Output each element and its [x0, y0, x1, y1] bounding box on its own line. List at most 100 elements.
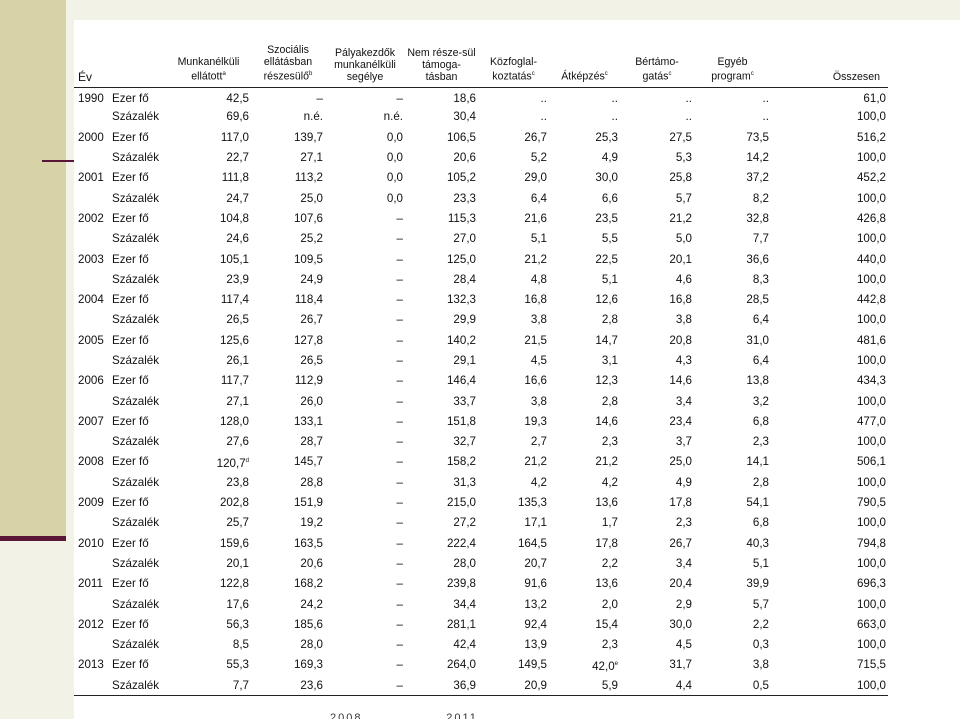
- table-row: Százalék 26,5 26,7 – 29,9 3,8 2,8 3,8 6,4 100,0: [74, 310, 888, 330]
- unit-cell: Ezer fő: [112, 211, 149, 225]
- value-cell-ossz: 715,5: [771, 655, 888, 675]
- value-cell-paly: 0,0: [325, 128, 405, 148]
- value-cell-atk: 21,2: [549, 452, 620, 472]
- value-text: 22,7: [226, 151, 249, 165]
- value-text: 164,5: [517, 536, 547, 550]
- value-text: 5,7: [675, 191, 692, 205]
- value-text: 56,3: [226, 617, 249, 631]
- value-text: ..: [762, 91, 769, 105]
- value-text: –: [396, 354, 403, 367]
- value-cell-atk: ..: [549, 107, 620, 127]
- table-row: 2011 Ezer fő 122,8 168,2 – 239,8 91,6 13,6 20,4 3…: [74, 574, 888, 594]
- value-cell-atk: 5,9: [549, 675, 620, 697]
- value-text: 31,7: [669, 658, 692, 672]
- unit-cell: Ezer fő: [112, 293, 149, 307]
- value-cell-szoc: 109,5: [251, 249, 325, 269]
- value-text: 2,0: [601, 597, 618, 611]
- unit-cell: Százalék: [112, 556, 160, 570]
- value-cell-ossz: 100,0: [771, 270, 888, 290]
- value-cell-ossz: 452,2: [771, 168, 888, 188]
- value-cell-paly: 0,0: [325, 148, 405, 168]
- value-text: 23,6: [300, 678, 323, 692]
- value-cell-ossz: 426,8: [771, 209, 888, 229]
- value-text: 4,2: [601, 475, 618, 489]
- value-cell-koz: 21,2: [478, 249, 549, 269]
- value-text: 17,8: [669, 496, 692, 510]
- value-cell-egy: 2,3: [694, 432, 771, 452]
- value-cell-paly: –: [325, 229, 405, 249]
- unit-cell: Százalék: [112, 191, 160, 205]
- left-accent-bar: [0, 0, 66, 540]
- column-header-label: Összesen: [832, 70, 880, 83]
- value-text: ..: [762, 110, 769, 124]
- value-cell-ossz: 100,0: [771, 310, 888, 330]
- value-text: –: [396, 313, 403, 327]
- value-cell-ossz: 794,8: [771, 534, 888, 554]
- value-text: 20,9: [524, 678, 547, 692]
- value-cell-szoc: 19,2: [251, 513, 325, 533]
- value-text: 14,1: [746, 455, 769, 469]
- value-text: 28,4: [453, 272, 476, 286]
- value-text: –: [396, 617, 403, 631]
- value-text: –: [396, 597, 403, 611]
- value-text: 140,2: [446, 333, 476, 347]
- value-cell-atk: 3,1: [549, 351, 620, 371]
- column-header-szoc: Szociális ellátásban részesülőb: [251, 32, 325, 88]
- value-text: 168,2: [293, 577, 323, 591]
- value-cell-koz: 19,3: [478, 412, 549, 432]
- value-cell-paly: –: [325, 574, 405, 594]
- value-text: 29,9: [453, 313, 476, 327]
- value-cell-paly: –: [325, 351, 405, 371]
- value-text: 4,2: [530, 475, 547, 489]
- column-header-label: Nem része-sül támoga-tásban: [407, 46, 476, 83]
- value-cell-szoc: 113,2: [251, 168, 325, 188]
- column-header-koz: Közfoglal-koztatásc: [478, 32, 549, 88]
- value-cell-koz: 29,0: [478, 168, 549, 188]
- value-text: 159,6: [219, 536, 249, 550]
- value-text: ..: [540, 110, 547, 124]
- value-text: 25,8: [669, 171, 692, 185]
- value-cell-paly: –: [325, 87, 405, 107]
- value-text: 151,9: [293, 496, 323, 510]
- value-text: 2,8: [601, 394, 618, 408]
- value-cell-ber: 5,7: [620, 188, 694, 208]
- value-text: ..: [611, 91, 618, 105]
- value-text: 22,5: [595, 252, 618, 266]
- value-cell-szoc: 145,7: [251, 452, 325, 472]
- value-text: 128,0: [219, 414, 249, 428]
- value-text: 54,1: [746, 496, 769, 510]
- value-cell-munk: 159,6: [166, 534, 251, 554]
- value-text: –: [396, 455, 403, 469]
- value-text: 0,0: [386, 171, 403, 185]
- value-cell-koz: 149,5: [478, 655, 549, 675]
- value-cell-ossz: 434,3: [771, 371, 888, 391]
- value-text: 30,0: [595, 171, 618, 185]
- value-cell-ossz: 516,2: [771, 128, 888, 148]
- value-text: 100,0: [856, 678, 886, 692]
- unit-cell: Ezer fő: [112, 333, 149, 347]
- value-text: 19,2: [300, 516, 323, 530]
- unit-cell: Százalék: [112, 516, 160, 530]
- value-text: 1,7: [601, 516, 618, 530]
- unit-cell: Százalék: [112, 232, 160, 246]
- value-cell-munk: 24,6: [166, 229, 251, 249]
- value-cell-ossz: 790,5: [771, 493, 888, 513]
- value-text: 5,5: [601, 232, 618, 246]
- column-header-label: Szociális ellátásban részesülő: [263, 43, 313, 83]
- value-cell-koz: 135,3: [478, 493, 549, 513]
- value-text: 25,0: [300, 191, 323, 205]
- value-text: 215,0: [446, 496, 476, 510]
- value-text: 17,8: [595, 536, 618, 550]
- value-cell-egy: 0,5: [694, 675, 771, 697]
- value-cell-paly: –: [325, 310, 405, 330]
- value-text: 20,7: [524, 556, 547, 570]
- table-row: 2007 Ezer fő 128,0 133,1 – 151,8 19,3 14,6 23,4 6…: [74, 412, 888, 432]
- value-cell-egy: 6,4: [694, 310, 771, 330]
- value-cell-munk: 23,8: [166, 473, 251, 493]
- value-text: 3,4: [675, 556, 692, 570]
- value-cell-koz: 13,2: [478, 594, 549, 614]
- year-cell: [74, 229, 110, 249]
- value-text: 0,3: [752, 638, 769, 652]
- value-cell-munk: 128,0: [166, 412, 251, 432]
- unit-cell: Ezer fő: [112, 617, 149, 631]
